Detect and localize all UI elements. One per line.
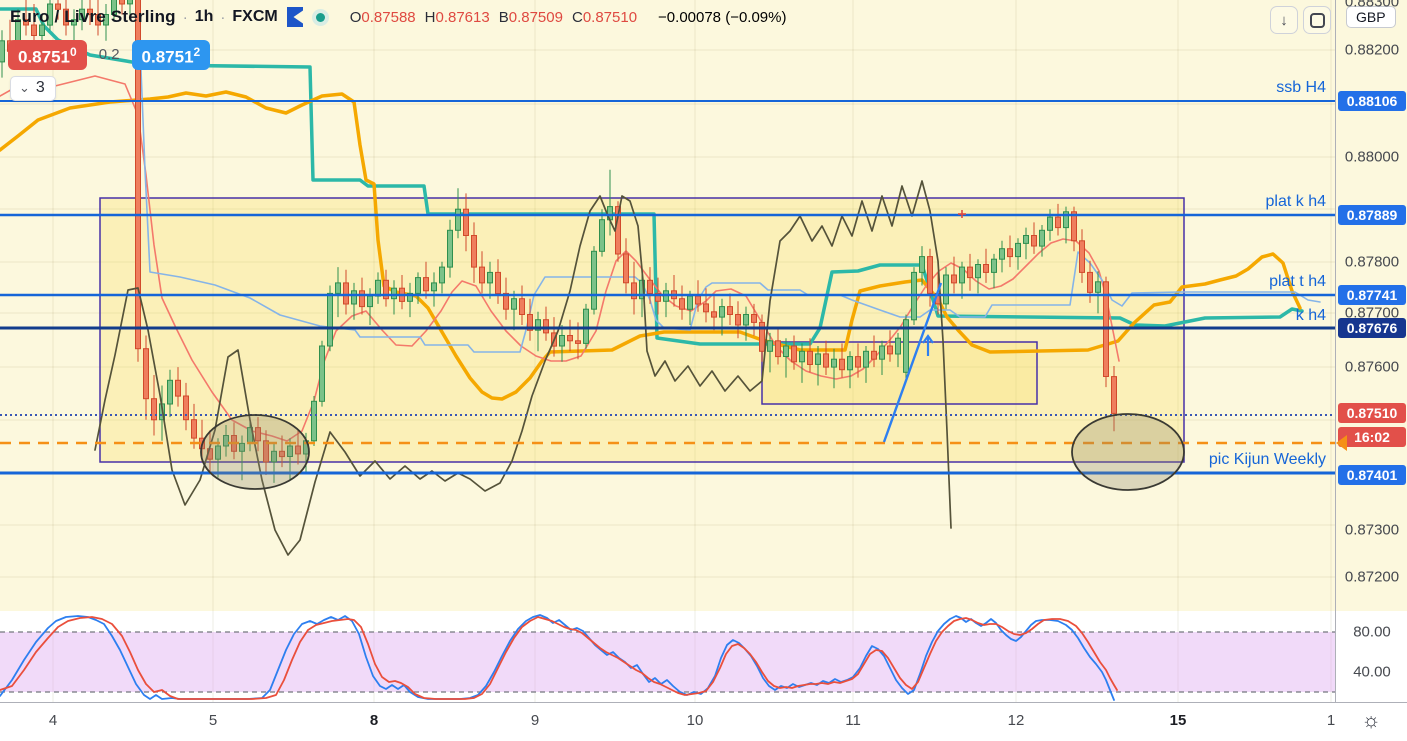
alert-arrow-icon[interactable] [1336,435,1347,451]
price-axis[interactable]: GBP 0.88300 0.88200 0.88000 0.87800 0.87700 0… [1335,0,1407,702]
chart-action-buttons: ↓ [1270,6,1331,34]
collapse-indicators-button[interactable]: ⌄ 3 [10,76,56,101]
price-tick: 0.87200 [1344,568,1400,586]
price-badge[interactable]: 0.87741 [1338,285,1406,305]
sun-icon[interactable]: ☼ [1361,709,1381,732]
exchange-label[interactable]: FXCM [232,8,278,25]
spread-value: 0.2 [98,46,120,64]
price-badge[interactable]: 0.87889 [1338,205,1406,225]
price-tick: 0.87300 [1344,521,1400,539]
price-badge[interactable]: 0.87401 [1338,465,1406,485]
drawing-ellipse[interactable] [1071,413,1185,491]
level-label-k-h4: k h4 [1295,307,1326,324]
quote-badges: 0.87510 0.2 0.87512 [8,40,211,70]
main-chart[interactable] [0,0,1335,702]
symbol-title[interactable]: Euro / Livre Sterling [10,7,176,26]
price-tick: 0.87700 [1344,304,1400,322]
fxcm-logo-icon [285,6,305,28]
level-label-plat-t-h4: plat t h4 [1269,273,1326,290]
price-tick: 0.87800 [1344,253,1400,271]
scroll-to-recent-button[interactable]: ↓ [1270,6,1298,34]
change-readout: −0.00078 (−0.09%) [658,8,787,26]
price-tick: 0.88200 [1344,41,1400,59]
bid-badge[interactable]: 0.87510 [8,40,87,70]
price-badge[interactable]: 0.87676 [1338,318,1406,338]
chart-header: Euro / Livre Sterling · 1h · FXCM O0.875… [10,6,786,28]
price-tick: 0.88300 [1344,0,1400,11]
chevron-down-icon: ⌄ [19,80,30,95]
indicator-count: 3 [35,79,45,96]
time-label: 9 [530,712,540,729]
arrow-down-icon: ↓ [1280,11,1288,29]
time-label: 4 [48,712,58,729]
oscillator-band [0,632,1335,692]
time-label: 12 [1007,712,1025,729]
price-badge[interactable]: 0.88106 [1338,91,1406,111]
ohlc-readout: O0.87588 H0.87613 B0.87509 C0.87510 [350,9,637,26]
drawing-rectangle[interactable] [99,197,1185,463]
time-label: 5 [208,712,218,729]
oscillator-tick: 40.00 [1353,663,1391,681]
drawing-trendline[interactable] [882,282,943,443]
time-label: 1 [1326,712,1336,729]
separator: · [182,8,188,26]
level-label-plat-k-h4: plat k h4 [1265,193,1326,210]
ohlc-value: C0.87510 [571,8,638,26]
tenkan-h4-orange[interactable] [0,90,1302,401]
time-label: 11 [845,712,861,729]
time-label: 15 [1169,712,1187,729]
ask-badge[interactable]: 0.87512 [131,40,211,70]
level-label-pic-kijun-weekly: pic Kijun Weekly [1208,451,1326,468]
oscillator-d-line-red[interactable] [0,616,1118,700]
maximize-button[interactable] [1303,6,1331,34]
price-badge[interactable]: 16:02 [1338,427,1406,447]
currency-button[interactable]: GBP [1346,6,1396,28]
time-label: 10 [686,712,704,729]
price-tick: 0.87600 [1344,358,1400,376]
maximize-icon [1309,12,1325,28]
market-status-icon[interactable] [311,8,329,26]
price-badge[interactable]: 0.87510 [1338,403,1406,423]
level-label-ssb-h4: ssb H4 [1276,79,1326,96]
price-axis-oscillator [1336,611,1407,702]
ohlc-value: O0.87588 [349,8,416,26]
drawing-ellipse[interactable] [200,414,310,490]
time-label: 8 [369,712,379,729]
interval-label[interactable]: 1h [194,8,214,25]
price-tick: 0.88000 [1344,148,1400,166]
oscillator-tick: 80.00 [1353,623,1391,641]
separator: · [220,8,226,26]
time-axis[interactable]: 4 5 8 9 10 11 12 15 1 ☼ [0,702,1407,741]
ohlc-value: B0.87509 [498,8,563,26]
ohlc-value: H0.87613 [424,8,490,26]
